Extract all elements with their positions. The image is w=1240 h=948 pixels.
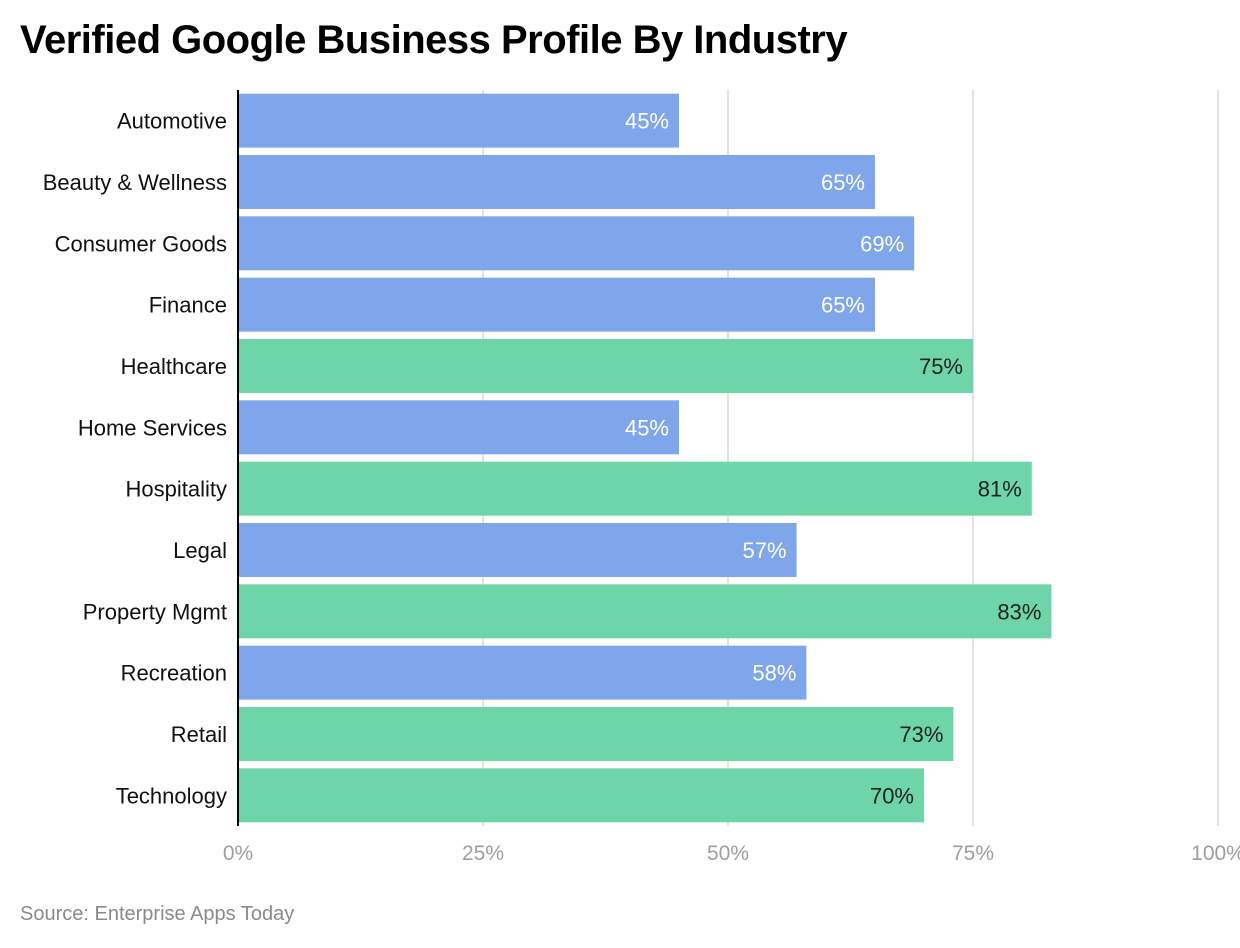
category-labels: Automotive Beauty & Wellness Consumer Good… xyxy=(43,109,227,809)
bar xyxy=(238,768,924,823)
value-label: 73% xyxy=(899,722,943,747)
value-label: 83% xyxy=(997,599,1041,624)
bar xyxy=(238,523,797,577)
bar xyxy=(238,277,875,332)
chart-title: Verified Google Business Profile By Indu… xyxy=(20,18,848,62)
category-label: Consumer Goods xyxy=(55,231,227,256)
category-label: Home Services xyxy=(78,415,227,440)
value-label: 45% xyxy=(625,109,669,134)
bar xyxy=(238,461,1032,516)
value-label: 65% xyxy=(821,293,865,318)
x-tick-label: 50% xyxy=(707,842,749,865)
bar xyxy=(238,216,915,271)
value-label: 81% xyxy=(978,477,1022,502)
bar xyxy=(238,584,1052,639)
value-label: 45% xyxy=(625,415,669,440)
bar xyxy=(238,155,875,209)
category-label: Automotive xyxy=(117,109,227,134)
category-label: Legal xyxy=(173,538,227,563)
x-tick-label: 25% xyxy=(462,842,504,865)
category-label: Finance xyxy=(149,293,227,318)
x-tick-label: 100% xyxy=(1191,842,1240,865)
category-label: Healthcare xyxy=(121,354,227,379)
value-label: 69% xyxy=(860,231,904,256)
category-label: Technology xyxy=(116,783,227,808)
value-label: 65% xyxy=(821,170,865,195)
gridlines xyxy=(482,90,1219,826)
category-label: Retail xyxy=(171,722,227,747)
value-label: 57% xyxy=(743,538,787,563)
bar xyxy=(238,93,679,148)
category-label: Hospitality xyxy=(126,477,227,502)
category-label: Recreation xyxy=(121,661,227,686)
category-label: Property Mgmt xyxy=(83,599,227,624)
value-label: 58% xyxy=(752,661,796,686)
value-label: 75% xyxy=(919,354,963,379)
x-tick-label: 75% xyxy=(952,842,994,865)
value-label: 70% xyxy=(870,783,914,808)
source-note: Source: Enterprise Apps Today xyxy=(20,903,295,925)
bars: 45% 65% 69% 65% 75% 45% 81% 57% 83% 58% 73% 70% xyxy=(238,93,1052,823)
bar xyxy=(238,645,807,700)
bar xyxy=(238,339,973,393)
x-tick-label: 0% xyxy=(223,842,253,865)
x-axis-ticks: 0% 25% 50% 75% 100% xyxy=(223,842,1240,865)
category-label: Beauty & Wellness xyxy=(43,170,227,195)
bar xyxy=(238,707,954,761)
bar xyxy=(238,400,679,455)
